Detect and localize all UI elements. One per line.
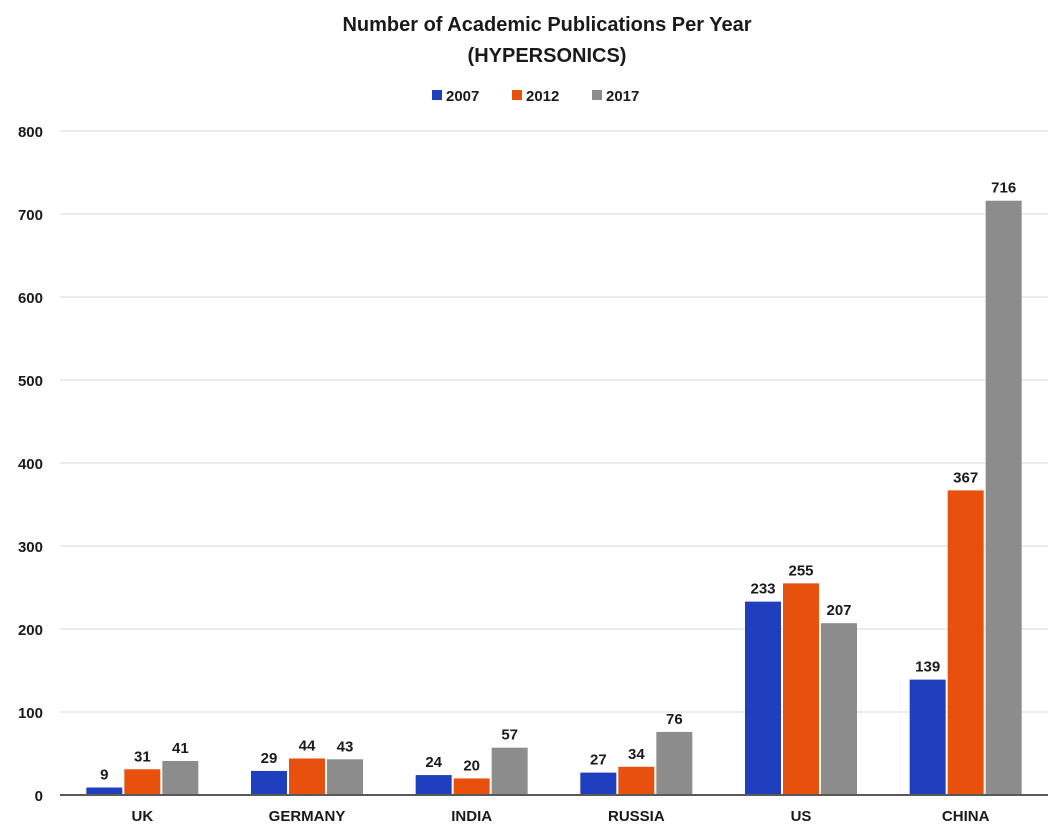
data-label-germany-2017: 43 xyxy=(337,738,354,755)
x-tick-label-uk: UK xyxy=(131,808,153,825)
y-tick-label: 300 xyxy=(18,539,43,556)
data-label-uk-2017: 41 xyxy=(172,740,189,757)
chart-subtitle: (HYPERSONICS) xyxy=(468,45,627,67)
y-axis: 0 100 200 300 400 500 600 700 800 xyxy=(18,124,43,805)
bar-uk-2007 xyxy=(86,787,123,795)
x-tick-label-china: CHINA xyxy=(942,808,990,825)
bar-russia-2012 xyxy=(618,766,655,795)
y-tick-label: 400 xyxy=(18,456,43,473)
gridlines xyxy=(60,130,1048,713)
data-label-germany-2007: 29 xyxy=(261,750,278,767)
y-tick-label: 100 xyxy=(18,705,43,722)
legend-swatch-2017 xyxy=(592,90,602,100)
bar-us-2007 xyxy=(745,601,781,795)
y-tick-label: 800 xyxy=(18,124,43,141)
x-tick-label-us: US xyxy=(791,808,812,825)
bar-germany-2012 xyxy=(289,758,325,795)
bar-india-2012 xyxy=(453,778,490,795)
data-label-russia-2012: 34 xyxy=(628,746,645,763)
bar-india-2017 xyxy=(491,747,528,795)
x-tick-label-india: INDIA xyxy=(451,808,492,825)
legend-label-2012: 2012 xyxy=(526,88,559,105)
data-label-germany-2012: 44 xyxy=(299,737,316,754)
chart-title: Number of Academic Publications Per Year xyxy=(342,14,751,36)
y-tick-label: 600 xyxy=(18,290,43,307)
y-tick-label: 0 xyxy=(35,788,43,805)
legend-label-2007: 2007 xyxy=(446,88,479,105)
legend-label-2017: 2017 xyxy=(606,88,639,105)
bar-china-2017 xyxy=(985,200,1022,796)
y-tick-label: 200 xyxy=(18,622,43,639)
data-label-china-2017: 716 xyxy=(991,180,1016,197)
data-labels: 9 31 41 29 44 43 24 20 57 27 34 76 233 255 207 139 367 71… xyxy=(100,180,1016,784)
bar-uk-2012 xyxy=(124,769,161,795)
data-label-us-2017: 207 xyxy=(826,602,851,619)
data-label-us-2007: 233 xyxy=(750,581,775,598)
x-tick-label-germany: GERMANY xyxy=(269,808,346,825)
y-tick-label: 500 xyxy=(18,373,43,390)
data-label-india-2017: 57 xyxy=(501,727,518,744)
bars xyxy=(86,200,1022,796)
data-label-china-2012: 367 xyxy=(953,469,978,486)
data-label-india-2007: 24 xyxy=(425,754,442,771)
data-label-china-2007: 139 xyxy=(915,659,940,676)
legend-swatch-2012 xyxy=(512,90,522,100)
bar-russia-2007 xyxy=(580,772,617,795)
bar-russia-2017 xyxy=(656,731,693,795)
data-label-uk-2007: 9 xyxy=(100,767,108,784)
data-label-india-2012: 20 xyxy=(463,757,480,774)
data-label-us-2012: 255 xyxy=(788,562,813,579)
bar-germany-2007 xyxy=(251,770,287,795)
chart-legend: 2007 2012 2017 xyxy=(432,88,639,105)
bar-us-2017 xyxy=(821,623,857,795)
bar-india-2007 xyxy=(415,775,452,795)
bar-us-2012 xyxy=(783,583,819,795)
bar-china-2012 xyxy=(947,490,984,795)
x-axis: UK GERMANY INDIA RUSSIA US CHINA xyxy=(60,794,1048,825)
bar-germany-2017 xyxy=(327,759,363,795)
data-label-russia-2007: 27 xyxy=(590,752,607,769)
bar-china-2007 xyxy=(909,679,946,795)
data-label-uk-2012: 31 xyxy=(134,748,151,765)
data-label-russia-2017: 76 xyxy=(666,711,683,728)
x-tick-label-russia: RUSSIA xyxy=(608,808,665,825)
y-tick-label: 700 xyxy=(18,207,43,224)
bar-uk-2017 xyxy=(162,760,199,795)
legend-swatch-2007 xyxy=(432,90,442,100)
